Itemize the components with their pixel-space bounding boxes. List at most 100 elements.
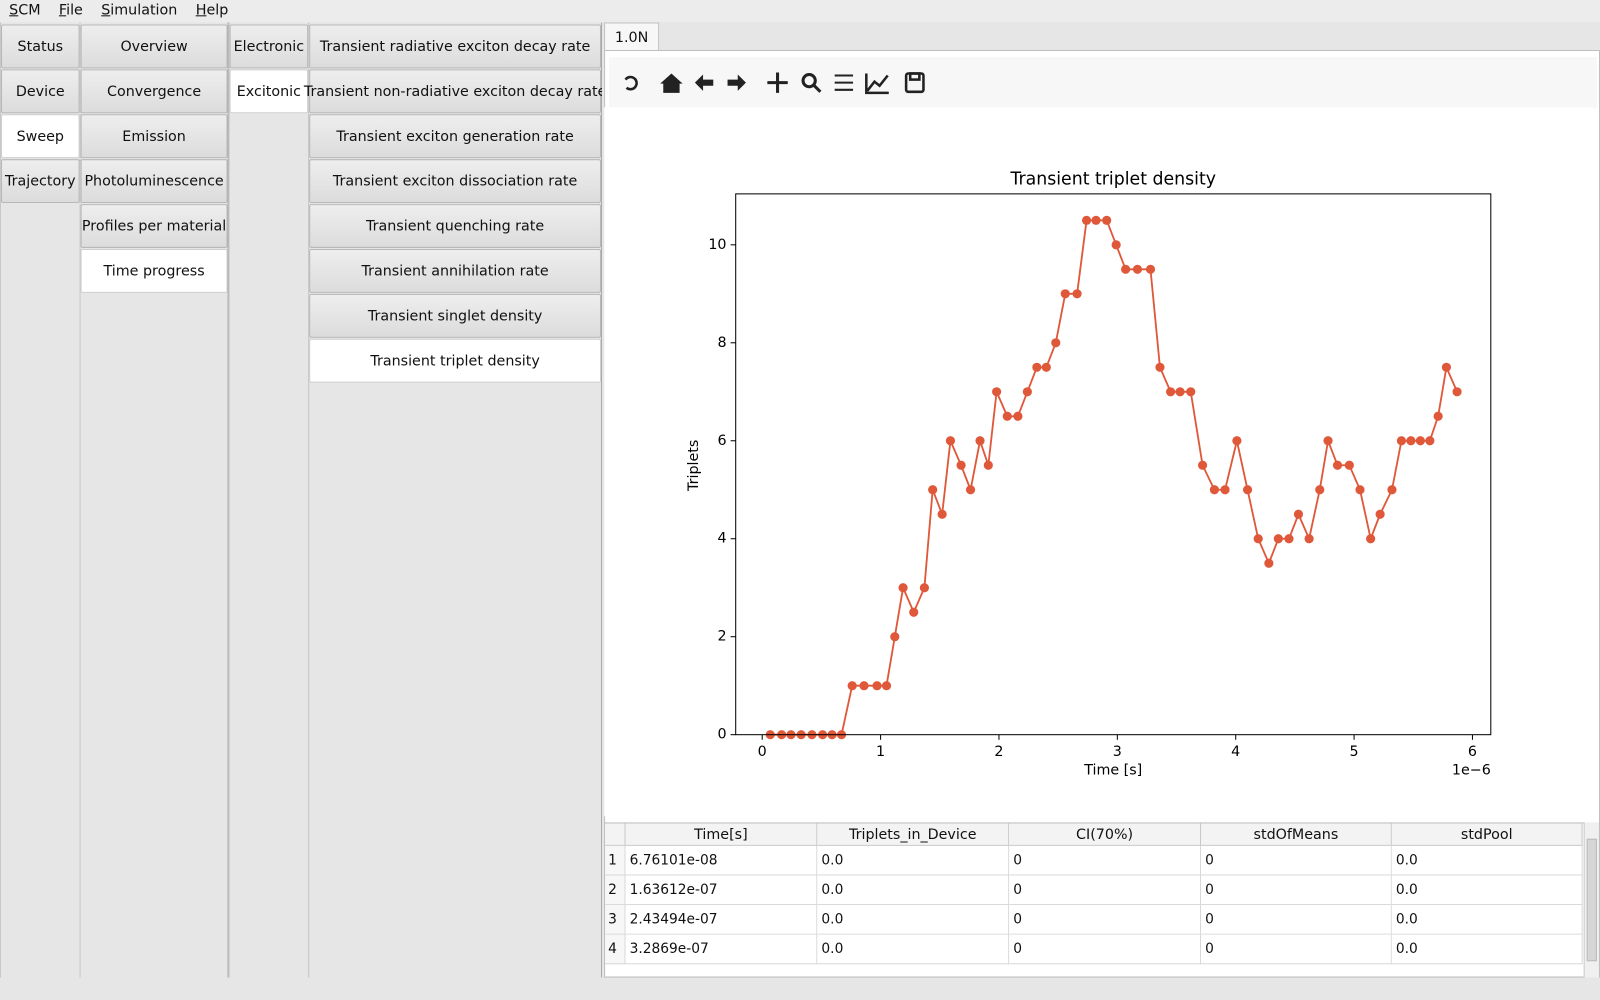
- nav-button[interactable]: Trajectory: [1, 159, 80, 203]
- table-cell[interactable]: 2.43494e-07: [626, 905, 818, 935]
- row-header[interactable]: 3: [605, 905, 625, 935]
- x-tick-label: 4: [1231, 744, 1240, 760]
- toolbar-icon-back[interactable]: [695, 74, 713, 90]
- data-point: [1333, 461, 1342, 470]
- table-cell[interactable]: 0.0: [1392, 846, 1583, 876]
- nav-button[interactable]: Emission: [81, 114, 228, 158]
- toolbar-icon-configure[interactable]: [835, 76, 853, 90]
- table-cell[interactable]: 0: [1201, 876, 1392, 906]
- data-point: [1042, 363, 1051, 372]
- data-point: [1425, 436, 1434, 445]
- x-axis-label: Time [s]: [1083, 762, 1142, 778]
- data-point: [1061, 289, 1070, 298]
- menu-item[interactable]: Simulation: [101, 2, 177, 18]
- nav-button[interactable]: Transient radiative exciton decay rate: [309, 24, 601, 68]
- data-point: [920, 583, 929, 592]
- data-point: [1416, 436, 1425, 445]
- toolbar-icon-home[interactable]: [660, 73, 682, 92]
- table-cell[interactable]: 6.76101e-08: [626, 846, 818, 876]
- column-header[interactable]: Triplets_in_Device: [817, 823, 1009, 845]
- table-cell[interactable]: 0: [1009, 905, 1201, 935]
- data-point: [1397, 436, 1406, 445]
- data-point: [1091, 216, 1100, 225]
- toolbar-icon-edit-axes[interactable]: [866, 73, 888, 92]
- table-cell[interactable]: 0.0: [817, 935, 1009, 965]
- nav-button[interactable]: Excitonic: [230, 69, 309, 113]
- data-point: [909, 608, 918, 617]
- table-cell[interactable]: 3.2869e-07: [626, 935, 818, 965]
- data-point: [1366, 534, 1375, 543]
- column-header[interactable]: stdOfMeans: [1201, 823, 1392, 845]
- table-cell[interactable]: 0: [1201, 935, 1392, 965]
- nav-button[interactable]: Electronic: [230, 24, 309, 68]
- row-header[interactable]: 4: [605, 935, 625, 965]
- nav-button[interactable]: Sweep: [1, 114, 80, 158]
- y-tick-label: 6: [717, 433, 726, 449]
- nav-button[interactable]: Convergence: [81, 69, 228, 113]
- data-point: [1210, 485, 1219, 494]
- data-point: [1434, 412, 1443, 421]
- figure-background: [604, 107, 1594, 816]
- scrollbar-thumb[interactable]: [1587, 839, 1597, 961]
- column-header[interactable]: stdPool: [1392, 823, 1583, 845]
- data-point: [956, 461, 965, 470]
- data-point: [1175, 387, 1184, 396]
- nav-button[interactable]: Photoluminescence: [81, 159, 228, 203]
- table-cell[interactable]: 0.0: [817, 905, 1009, 935]
- nav-button[interactable]: Transient non-radiative exciton decay ra…: [309, 69, 601, 113]
- toolbar-icon-forward[interactable]: [728, 74, 746, 90]
- y-tick-label: 2: [717, 629, 726, 645]
- data-point: [1146, 265, 1155, 274]
- nav-button[interactable]: Overview: [81, 24, 228, 68]
- nav-button[interactable]: Transient exciton generation rate: [309, 114, 601, 158]
- nav-button[interactable]: Status: [1, 24, 80, 68]
- data-point: [1387, 485, 1396, 494]
- data-point: [1155, 363, 1164, 372]
- nav-button[interactable]: Transient singlet density: [309, 294, 601, 338]
- data-point: [1133, 265, 1142, 274]
- header-corner: [605, 823, 625, 845]
- data-point: [1032, 363, 1041, 372]
- menu-item[interactable]: Help: [196, 2, 229, 18]
- data-point: [1186, 387, 1195, 396]
- nav-button[interactable]: Transient quenching rate: [309, 204, 601, 248]
- toolbar-icon-save[interactable]: [906, 73, 923, 91]
- data-point: [1112, 240, 1121, 249]
- data-point: [1452, 387, 1461, 396]
- menu-item[interactable]: File: [59, 2, 83, 18]
- table-cell[interactable]: 0.0: [817, 846, 1009, 876]
- toolbar-icon-refresh[interactable]: [626, 77, 637, 89]
- menu-item[interactable]: SCM: [9, 2, 40, 18]
- scrollbar[interactable]: [1584, 822, 1599, 977]
- column-header[interactable]: Time[s]: [626, 823, 818, 845]
- plot-tab[interactable]: 1.0N: [604, 22, 659, 51]
- table-cell[interactable]: 0: [1009, 846, 1201, 876]
- nav-button[interactable]: Time progress: [81, 249, 228, 293]
- toolbar-icon-zoom[interactable]: [803, 74, 820, 91]
- row-header[interactable]: 2: [605, 876, 625, 906]
- column-header[interactable]: CI(70%): [1009, 823, 1201, 845]
- data-table: Time[s]Triplets_in_DeviceCI(70%)stdOfMea…: [604, 822, 1599, 977]
- nav-button[interactable]: Transient annihilation rate: [309, 249, 601, 293]
- nav-button[interactable]: Profiles per material: [81, 204, 228, 248]
- data-point: [1003, 412, 1012, 421]
- nav-button[interactable]: Transient exciton dissociation rate: [309, 159, 601, 203]
- table-cell[interactable]: 1.63612e-07: [626, 876, 818, 906]
- row-header[interactable]: 1: [605, 846, 625, 876]
- table-cell[interactable]: 0: [1009, 935, 1201, 965]
- table-cell[interactable]: 0: [1201, 846, 1392, 876]
- toolbar-icon-pan[interactable]: [767, 72, 787, 92]
- table-cell[interactable]: 0.0: [1392, 905, 1583, 935]
- table-cell[interactable]: 0: [1009, 876, 1201, 906]
- table-cell[interactable]: 0: [1201, 905, 1392, 935]
- y-axis-label: Triplets: [686, 440, 702, 492]
- table-cell[interactable]: 0.0: [1392, 876, 1583, 906]
- table-cell[interactable]: 0.0: [817, 876, 1009, 906]
- nav-button[interactable]: Transient triplet density: [309, 339, 601, 383]
- y-tick-label: 4: [717, 531, 726, 547]
- x-tick-label: 3: [1113, 744, 1122, 760]
- toolbar: [609, 57, 1597, 108]
- table-cell[interactable]: 0.0: [1392, 935, 1583, 965]
- toolbar-icons: [609, 57, 936, 108]
- nav-button[interactable]: Device: [1, 69, 80, 113]
